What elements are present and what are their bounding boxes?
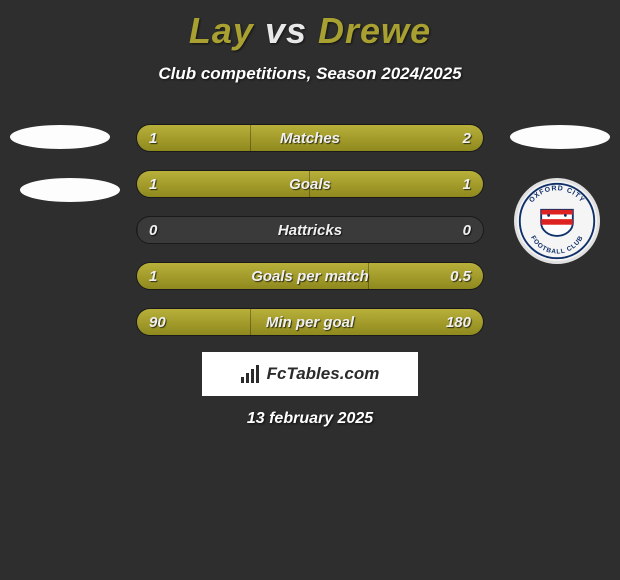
competition-subtitle: Club competitions, Season 2024/2025 [0, 64, 620, 84]
fctables-logo[interactable]: FcTables.com [202, 352, 418, 396]
stats-panel: 12Matches 11Goals 00Hattricks 10.5Goals per… [136, 124, 484, 354]
stat-row: 11Goals [136, 170, 484, 198]
player2-club-badge: OXFORD CITY FOOTBALL CLUB [514, 178, 600, 264]
vs-label: vs [265, 10, 307, 51]
stat-row: 10.5Goals per match [136, 262, 484, 290]
player1-club-placeholder [20, 178, 120, 202]
stat-label: Min per goal [137, 309, 483, 335]
stat-label: Goals [137, 171, 483, 197]
player2-avatar-placeholder [510, 125, 610, 149]
stat-label: Goals per match [137, 263, 483, 289]
stat-row: 12Matches [136, 124, 484, 152]
stat-label: Matches [137, 125, 483, 151]
comparison-title: Lay vs Drewe [0, 0, 620, 52]
fctables-text: FcTables.com [267, 364, 380, 384]
player1-name: Lay [189, 10, 254, 51]
stat-row: 00Hattricks [136, 216, 484, 244]
player1-avatar-placeholder [10, 125, 110, 149]
snapshot-date: 13 february 2025 [0, 410, 620, 428]
player2-name: Drewe [318, 10, 431, 51]
stat-row: 90180Min per goal [136, 308, 484, 336]
stat-label: Hattricks [137, 217, 483, 243]
bar-chart-icon [241, 365, 259, 383]
club-badge-svg: OXFORD CITY FOOTBALL CLUB [514, 181, 600, 261]
